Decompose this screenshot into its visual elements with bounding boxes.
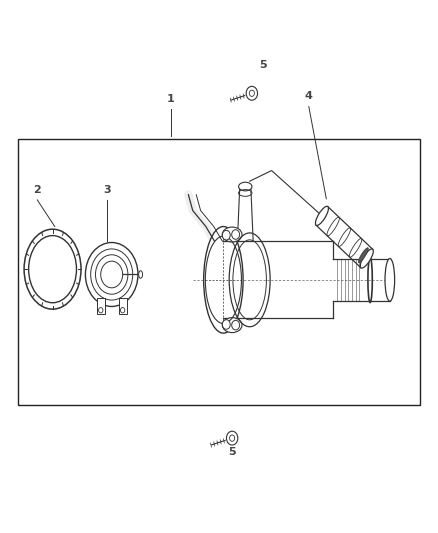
Text: 5: 5 [228,447,236,457]
Circle shape [232,230,240,239]
Ellipse shape [360,249,373,268]
Bar [97,298,105,314]
Ellipse shape [315,206,328,225]
Text: 1: 1 [167,94,175,104]
Ellipse shape [239,182,252,191]
Circle shape [230,435,235,441]
Circle shape [249,90,254,96]
Circle shape [246,86,258,100]
Ellipse shape [385,259,395,301]
Circle shape [226,431,238,445]
Bar [119,298,127,314]
Ellipse shape [204,227,243,333]
Ellipse shape [223,318,242,333]
Ellipse shape [223,227,242,242]
Bar [18,139,420,405]
Ellipse shape [358,248,368,263]
Text: 5: 5 [259,60,267,70]
Text: 4: 4 [305,91,313,101]
Circle shape [120,308,125,313]
Ellipse shape [138,271,143,278]
Circle shape [223,230,230,240]
Text: 3: 3 [103,184,111,195]
Circle shape [232,320,240,330]
Text: 2: 2 [33,184,41,195]
Circle shape [99,308,103,313]
Circle shape [223,320,230,329]
